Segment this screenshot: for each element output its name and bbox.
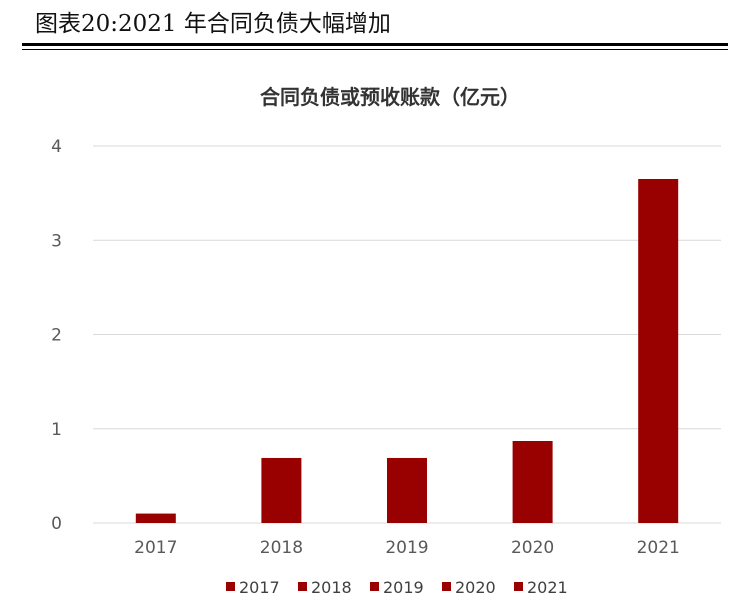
legend: 2017 2018 2019 2020 2021: [226, 578, 568, 597]
y-tick-label: 3: [51, 231, 62, 251]
bar-2019: [387, 457, 427, 523]
y-axis-ticks: 0 1 2 3 4: [51, 137, 62, 534]
x-tick-label: 2020: [511, 538, 554, 558]
y-tick-label: 1: [51, 420, 62, 440]
title-rule-thin: [22, 49, 728, 50]
x-tick-label: 2017: [134, 538, 177, 558]
bar-2020: [512, 441, 553, 523]
legend-swatch-2021: [514, 582, 523, 591]
x-tick-label: 2018: [260, 538, 303, 558]
x-tick-label: 2021: [637, 538, 680, 558]
legend-label-2020: 2020: [455, 578, 496, 597]
chart-title: 合同负债或预收账款（亿元）: [260, 85, 520, 109]
legend-label-2018: 2018: [311, 578, 352, 597]
x-tick-label: 2019: [385, 538, 428, 558]
legend-label-2021: 2021: [527, 578, 568, 597]
bar-2017: [135, 513, 176, 523]
legend-label-2019: 2019: [383, 578, 424, 597]
title-rule-thick: [22, 43, 728, 46]
y-tick-label: 4: [51, 137, 62, 157]
legend-swatch-2017: [226, 582, 235, 591]
legend-swatch-2020: [442, 582, 451, 591]
y-tick-label: 0: [51, 514, 62, 534]
x-axis-ticks: 2017 2018 2019 2020 2021: [134, 538, 680, 558]
legend-swatch-2019: [370, 582, 379, 591]
legend-label-2017: 2017: [239, 578, 280, 597]
bar-2021: [638, 178, 679, 524]
bars: [135, 178, 679, 524]
bar-2018: [261, 457, 302, 523]
y-tick-label: 2: [51, 326, 62, 346]
legend-swatch-2018: [298, 582, 307, 591]
figure-title: 图表20:2021 年合同负债大幅增加: [35, 11, 391, 37]
